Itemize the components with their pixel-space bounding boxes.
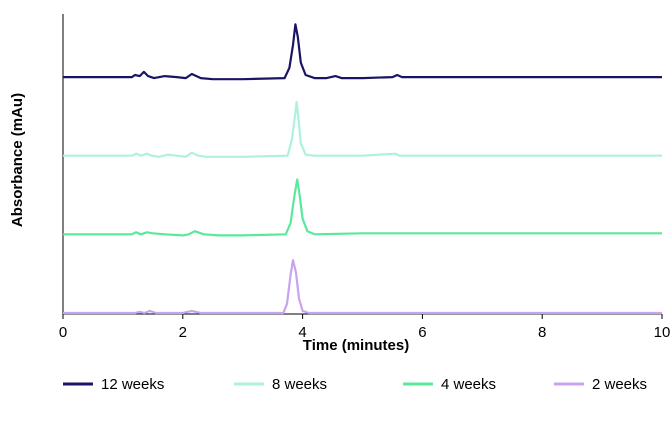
legend-label: 2 weeks [592,376,647,393]
series-lines [63,23,662,315]
series-line-12-weeks [63,23,662,81]
legend-label: 4 weeks [441,376,496,393]
legend: 12 weeks 8 weeks 4 weeks 2 weeks [63,376,647,393]
y-axis-title: Absorbance (mAu) [9,93,26,227]
x-tick-label: 0 [59,324,67,341]
series-line-2-weeks [63,259,662,315]
series-line-4-weeks [63,178,662,237]
series-line-8-weeks [63,100,662,158]
x-axis-title: Time (minutes) [303,337,409,354]
legend-label: 8 weeks [272,376,327,393]
legend-label: 12 weeks [101,376,164,393]
x-tick-label: 8 [538,324,546,341]
axes [62,14,662,315]
x-ticks: 0 2 4 6 8 10 [59,314,671,341]
x-tick-label: 6 [418,324,426,341]
x-tick-label: 2 [179,324,187,341]
x-tick-label: 10 [654,324,671,341]
x-tick-label: 4 [298,324,306,341]
